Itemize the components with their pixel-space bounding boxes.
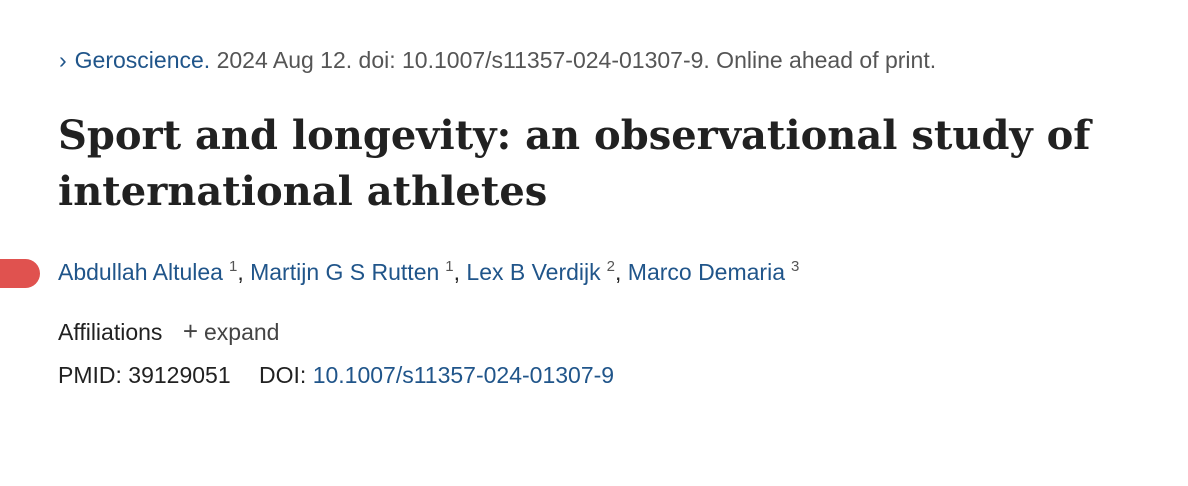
pmid-value: 39129051 xyxy=(128,362,231,388)
expand-affiliations-button[interactable]: + expand xyxy=(182,316,280,346)
affiliations-row: Affiliations + expand xyxy=(58,316,279,347)
affiliations-label: Affiliations xyxy=(58,319,163,345)
article-title: Sport and longevity: an observational st… xyxy=(58,112,1091,215)
author-link[interactable]: Martijn G S Rutten xyxy=(250,259,440,285)
author-link[interactable]: Marco Demaria xyxy=(627,259,785,285)
highlight-marker xyxy=(0,259,40,288)
affiliation-ref[interactable]: 1 xyxy=(445,258,454,275)
journal-link[interactable]: Geroscience. xyxy=(74,47,211,73)
identifiers-row: PMID: 39129051 DOI: 10.1007/s11357-024-0… xyxy=(58,360,614,390)
citation-details: 2024 Aug 12. doi: 10.1007/s11357-024-013… xyxy=(216,47,937,73)
affiliation-ref[interactable]: 1 xyxy=(228,258,238,275)
citation-line: › Geroscience. 2024 Aug 12. doi: 10.1007/… xyxy=(59,46,936,74)
expand-label: expand xyxy=(204,319,280,345)
author-list: Abdullah Altulea 1, Martijn G S Rutten 1, … xyxy=(58,258,800,285)
chevron-right-icon[interactable]: › xyxy=(59,47,67,73)
author-link[interactable]: Lex B Verdijk xyxy=(466,259,601,285)
affiliation-ref[interactable]: 3 xyxy=(791,258,800,275)
pmid-label: PMID: xyxy=(58,362,122,388)
affiliation-ref[interactable]: 2 xyxy=(606,258,615,275)
author-link[interactable]: Abdullah Altulea xyxy=(58,259,223,285)
doi-label: DOI: xyxy=(259,362,307,388)
doi-link[interactable]: 10.1007/s11357-024-01307-9 xyxy=(312,362,615,388)
plus-icon: + xyxy=(182,316,198,346)
